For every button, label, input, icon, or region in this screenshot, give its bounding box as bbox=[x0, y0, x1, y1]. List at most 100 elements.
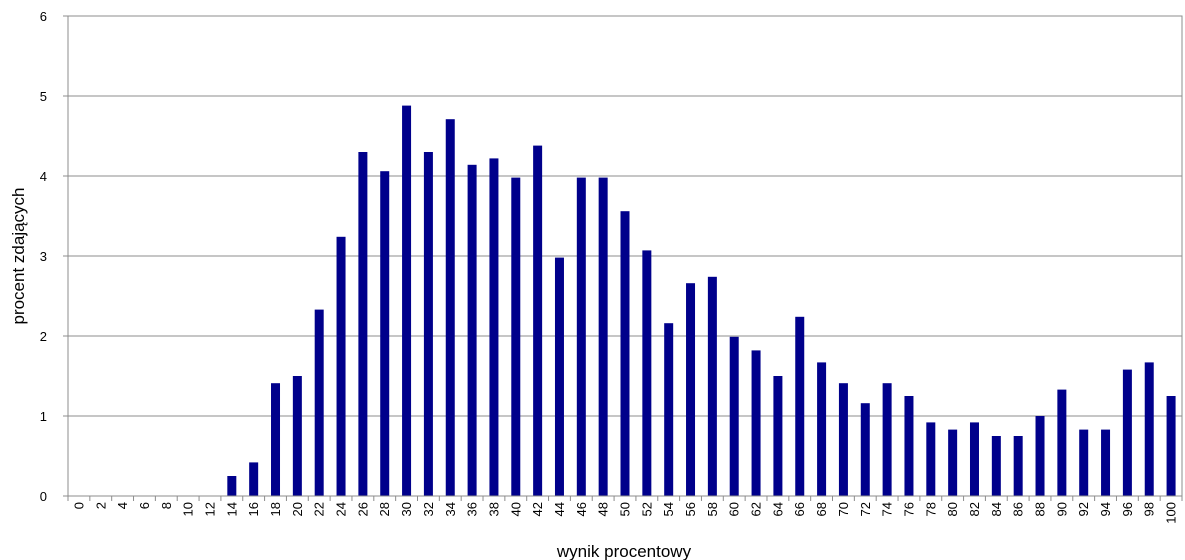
bar bbox=[533, 145, 543, 496]
bar bbox=[751, 350, 761, 496]
x-tick-label: 18 bbox=[268, 502, 283, 516]
bar bbox=[991, 436, 1001, 496]
bars bbox=[227, 105, 1176, 497]
y-axis-title: procent zdających bbox=[9, 187, 28, 324]
bar bbox=[1057, 389, 1067, 496]
bar bbox=[664, 323, 674, 496]
x-tick-label: 14 bbox=[224, 502, 239, 516]
bar bbox=[314, 309, 324, 496]
bar bbox=[598, 177, 608, 496]
x-tick-label: 92 bbox=[1076, 502, 1091, 516]
bar bbox=[1079, 429, 1089, 496]
bar bbox=[467, 164, 477, 497]
x-tick-label: 80 bbox=[945, 502, 960, 516]
bar bbox=[489, 158, 499, 496]
bar bbox=[926, 422, 936, 496]
x-tick-label: 74 bbox=[880, 502, 895, 516]
bar bbox=[1035, 416, 1045, 496]
x-tick-label: 46 bbox=[574, 502, 589, 516]
bar bbox=[249, 462, 259, 496]
y-tick-label: 5 bbox=[40, 89, 47, 104]
x-tick-label: 26 bbox=[355, 502, 370, 516]
x-tick-label: 84 bbox=[989, 502, 1004, 516]
x-tick-label: 78 bbox=[923, 502, 938, 516]
x-tick-label: 94 bbox=[1098, 502, 1113, 516]
x-tick-label: 86 bbox=[1011, 502, 1026, 516]
y-tick-label: 2 bbox=[40, 329, 47, 344]
x-tick-label: 70 bbox=[836, 502, 851, 516]
x-tick-label: 24 bbox=[334, 502, 349, 516]
bar bbox=[817, 362, 827, 496]
x-tick-label: 30 bbox=[399, 502, 414, 516]
x-tick-label: 34 bbox=[443, 502, 458, 516]
x-tick-label: 20 bbox=[290, 502, 305, 516]
bar bbox=[904, 396, 914, 496]
x-tick-label: 62 bbox=[749, 502, 764, 516]
x-axis-title: wynik procentowy bbox=[556, 542, 692, 560]
bar bbox=[227, 476, 237, 496]
bar bbox=[271, 383, 281, 496]
x-tick-label: 98 bbox=[1142, 502, 1157, 516]
bar bbox=[948, 429, 958, 496]
x-tick-label: 42 bbox=[530, 502, 545, 516]
x-tick-label: 68 bbox=[814, 502, 829, 516]
bar bbox=[795, 316, 805, 496]
axes bbox=[63, 15, 1183, 501]
bar bbox=[1166, 396, 1176, 496]
bar bbox=[686, 283, 696, 496]
x-tick-label: 72 bbox=[858, 502, 873, 516]
x-tick-label: 4 bbox=[115, 502, 130, 509]
bar bbox=[423, 152, 433, 496]
y-tick-label: 1 bbox=[40, 409, 47, 424]
y-tick-label: 6 bbox=[40, 9, 47, 24]
bar bbox=[620, 211, 630, 496]
x-tick-labels: 0 2 4 6 8 10 12 14 16 18 20 22 24 26 28 30 32 34 36 38 40 42 4… bbox=[71, 502, 1178, 524]
bar bbox=[402, 105, 412, 496]
x-tick-label: 66 bbox=[792, 502, 807, 516]
x-tick-label: 64 bbox=[770, 502, 785, 516]
x-tick-label: 50 bbox=[618, 502, 633, 516]
x-tick-label: 48 bbox=[596, 502, 611, 516]
bar bbox=[838, 383, 848, 496]
bar bbox=[358, 152, 368, 496]
x-tick-label: 100 bbox=[1164, 502, 1179, 524]
x-tick-label: 88 bbox=[1033, 502, 1048, 516]
x-tick-label: 10 bbox=[181, 502, 196, 516]
bar bbox=[1144, 362, 1154, 496]
x-tick-label: 8 bbox=[159, 502, 174, 509]
bar bbox=[707, 276, 717, 496]
bar bbox=[729, 336, 739, 496]
x-tick-label: 76 bbox=[901, 502, 916, 516]
x-tick-label: 44 bbox=[552, 502, 567, 516]
x-tick-label: 96 bbox=[1120, 502, 1135, 516]
bar bbox=[445, 119, 455, 496]
x-tick-label: 38 bbox=[486, 502, 501, 516]
x-tick-label: 2 bbox=[93, 502, 108, 509]
y-tick-label: 4 bbox=[40, 169, 47, 184]
x-tick-label: 52 bbox=[639, 502, 654, 516]
x-tick-label: 56 bbox=[683, 502, 698, 516]
y-tick-label: 3 bbox=[40, 249, 47, 264]
x-tick-label: 12 bbox=[202, 502, 217, 516]
bar bbox=[554, 257, 564, 496]
x-tick-label: 60 bbox=[727, 502, 742, 516]
bar bbox=[292, 376, 302, 496]
x-tick-label: 32 bbox=[421, 502, 436, 516]
x-tick-label: 54 bbox=[661, 502, 676, 516]
x-tick-label: 6 bbox=[137, 502, 152, 509]
x-tick-label: 40 bbox=[508, 502, 523, 516]
bar bbox=[1122, 369, 1132, 496]
bar bbox=[969, 422, 979, 496]
x-tick-label: 0 bbox=[71, 502, 86, 509]
x-tick-label: 22 bbox=[312, 502, 327, 516]
x-tick-label: 36 bbox=[465, 502, 480, 516]
y-tick-labels: 0 1 2 3 4 5 6 bbox=[40, 9, 47, 504]
y-tick-label: 0 bbox=[40, 489, 47, 504]
bar bbox=[1013, 436, 1023, 496]
x-tick-label: 58 bbox=[705, 502, 720, 516]
bar bbox=[860, 403, 870, 496]
x-tick-label: 82 bbox=[967, 502, 982, 516]
bar bbox=[336, 236, 346, 497]
x-tick-label: 16 bbox=[246, 502, 261, 516]
